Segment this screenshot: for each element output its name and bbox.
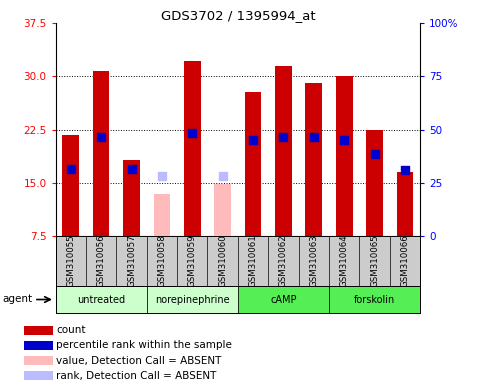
- Text: forskolin: forskolin: [354, 295, 395, 305]
- Point: [280, 134, 287, 140]
- Text: GSM310060: GSM310060: [218, 235, 227, 288]
- Text: GSM310062: GSM310062: [279, 235, 288, 288]
- Bar: [214, 184, 231, 236]
- Text: value, Detection Call = ABSENT: value, Detection Call = ABSENT: [56, 356, 221, 366]
- Bar: [147, 286, 238, 313]
- Point: [67, 166, 74, 172]
- Bar: [123, 160, 140, 236]
- Point: [97, 134, 105, 140]
- Bar: [24, 326, 53, 334]
- Text: GSM310065: GSM310065: [370, 235, 379, 288]
- Title: GDS3702 / 1395994_at: GDS3702 / 1395994_at: [160, 9, 315, 22]
- Text: GSM310055: GSM310055: [66, 235, 75, 288]
- Bar: [329, 286, 420, 313]
- Bar: [24, 341, 53, 350]
- Point: [188, 130, 196, 136]
- Point: [158, 173, 166, 179]
- Text: count: count: [56, 325, 85, 335]
- Point: [310, 134, 318, 140]
- Text: GSM310058: GSM310058: [157, 235, 167, 288]
- Text: rank, Detection Call = ABSENT: rank, Detection Call = ABSENT: [56, 371, 216, 381]
- Bar: [366, 129, 383, 236]
- Text: norepinephrine: norepinephrine: [155, 295, 229, 305]
- Text: untreated: untreated: [77, 295, 125, 305]
- Bar: [275, 66, 292, 236]
- Point: [219, 173, 227, 179]
- Bar: [245, 92, 261, 236]
- Text: GSM310066: GSM310066: [400, 235, 410, 288]
- Point: [341, 137, 348, 143]
- Point: [128, 166, 135, 172]
- Text: GSM310059: GSM310059: [188, 235, 197, 288]
- Bar: [184, 61, 200, 236]
- Bar: [24, 356, 53, 365]
- Bar: [154, 194, 170, 236]
- Point: [249, 137, 257, 143]
- Text: percentile rank within the sample: percentile rank within the sample: [56, 340, 232, 350]
- Point: [371, 151, 379, 157]
- Text: GSM310063: GSM310063: [309, 235, 318, 288]
- Text: agent: agent: [2, 294, 32, 304]
- Bar: [336, 76, 353, 236]
- Text: GSM310057: GSM310057: [127, 235, 136, 288]
- Bar: [305, 83, 322, 236]
- Point: [401, 167, 409, 173]
- Bar: [56, 286, 147, 313]
- Bar: [24, 371, 53, 380]
- Text: GSM310056: GSM310056: [97, 235, 106, 288]
- Bar: [62, 134, 79, 236]
- Text: GSM310064: GSM310064: [340, 235, 349, 288]
- Bar: [397, 172, 413, 236]
- Text: cAMP: cAMP: [270, 295, 297, 305]
- Bar: [238, 286, 329, 313]
- Text: GSM310061: GSM310061: [249, 235, 257, 288]
- Bar: [93, 71, 110, 236]
